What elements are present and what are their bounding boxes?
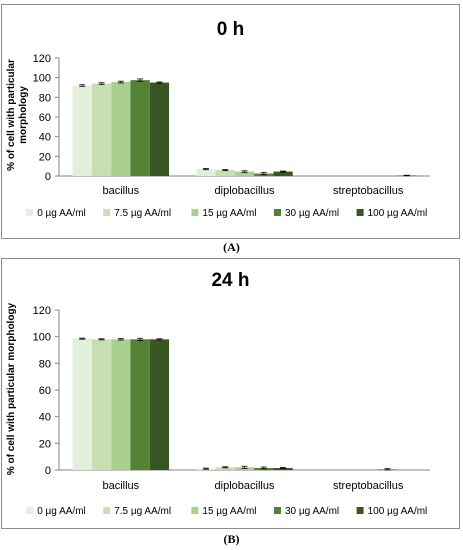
y-axis-title: % of cell with particular morphology xyxy=(6,302,17,475)
legend-swatch xyxy=(274,209,281,216)
panel-label-b: (B) xyxy=(223,532,240,546)
chart-panel-24h: 24 h 0 20 40 60 80 100 120 % of cell with parti… xyxy=(1,258,460,529)
x-category-label: bacillus xyxy=(102,480,139,492)
bar xyxy=(273,468,293,470)
y-tick-label: 80 xyxy=(39,92,51,104)
chart-title: 24 h xyxy=(211,270,250,291)
bar xyxy=(196,169,216,176)
legend-label: 0 µg AA/ml xyxy=(37,506,86,517)
legend-swatch xyxy=(26,209,34,216)
y-axis-title-line: morphology xyxy=(18,86,29,144)
legend-swatch xyxy=(26,507,34,514)
panel-label-a: (A) xyxy=(223,240,240,254)
legend: 0 µg AA/ml 7.5 µg AA/ml 15 µg AA/ml 30 µg A… xyxy=(26,506,427,517)
x-category-label: streptobacillus xyxy=(333,185,404,197)
legend-swatch xyxy=(103,209,111,216)
y-tick-label: 40 xyxy=(39,132,51,144)
x-category-label: diplobacillus xyxy=(215,480,275,492)
bar xyxy=(215,170,235,176)
bar xyxy=(149,82,170,176)
bar-chart: 0 20 40 60 80 100 120 % of cell with particular… xyxy=(6,302,430,517)
legend-label: 100 µg AA/ml xyxy=(368,208,428,219)
bar xyxy=(273,171,293,176)
bar xyxy=(91,339,112,470)
legend-swatch xyxy=(356,507,364,514)
y-tick-label: 100 xyxy=(33,73,51,85)
bar xyxy=(111,339,131,470)
y-tick-label: 60 xyxy=(39,112,51,124)
legend-label: 7.5 µg AA/ml xyxy=(114,506,171,517)
y-tick-label: 0 xyxy=(45,465,51,477)
y-tick-label: 100 xyxy=(33,332,51,344)
legend-label: 30 µg AA/ml xyxy=(285,208,339,219)
chart-panel-0h: 0 h 0 20 40 60 80 100 120 % of cell with partic… xyxy=(1,4,460,239)
bar xyxy=(215,467,235,470)
bar xyxy=(234,171,255,176)
y-tick-label: 20 xyxy=(39,438,51,450)
legend-label: 15 µg AA/ml xyxy=(202,208,256,219)
bar xyxy=(72,85,92,176)
y-tick-label: 20 xyxy=(39,151,51,163)
legend: 0 µg AA/ml 7.5 µg AA/ml 15 µg AA/ml 30 µg A… xyxy=(26,208,427,219)
bar xyxy=(149,339,170,470)
y-axis-title: % of cell with particularmorphology xyxy=(6,59,29,171)
bar xyxy=(130,80,150,176)
legend-swatch xyxy=(356,209,364,216)
y-axis-title-line: % of cell with particular xyxy=(6,59,17,171)
legend-swatch xyxy=(274,507,281,514)
legend-label: 100 µg AA/ml xyxy=(368,506,428,517)
legend-swatch xyxy=(191,209,199,216)
bar xyxy=(111,82,131,176)
y-tick-label: 120 xyxy=(33,305,51,317)
x-category-label: streptobacillus xyxy=(333,480,404,492)
y-tick-label: 60 xyxy=(39,385,51,397)
legend-swatch xyxy=(103,507,111,514)
y-tick-label: 0 xyxy=(45,171,51,183)
y-tick-label: 120 xyxy=(33,53,51,65)
legend-label: 15 µg AA/ml xyxy=(202,506,256,517)
bar xyxy=(91,83,112,176)
chart-title: 0 h xyxy=(216,19,245,40)
bar xyxy=(72,338,92,470)
legend-label: 7.5 µg AA/ml xyxy=(114,208,171,219)
y-tick-label: 40 xyxy=(39,412,51,424)
x-category-label: bacillus xyxy=(102,185,139,197)
legend-label: 30 µg AA/ml xyxy=(285,506,339,517)
y-tick-label: 80 xyxy=(39,358,51,370)
bar-chart: 0 20 40 60 80 100 120 % of cell with particular… xyxy=(6,53,430,219)
x-category-label: diplobacillus xyxy=(215,185,275,197)
bar xyxy=(130,339,150,470)
legend-swatch xyxy=(191,507,199,514)
legend-label: 0 µg AA/ml xyxy=(37,208,86,219)
